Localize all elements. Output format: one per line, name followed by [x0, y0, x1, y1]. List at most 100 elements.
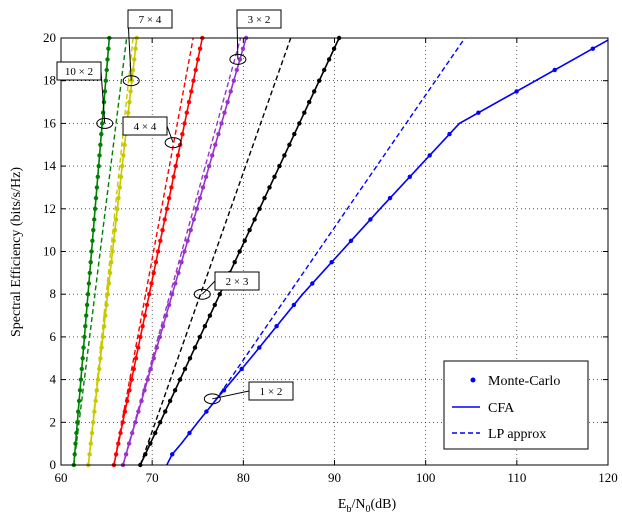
- annotation-label: 1 × 2: [260, 386, 283, 398]
- monte-carlo-point: [368, 217, 373, 222]
- monte-carlo-point: [101, 324, 107, 329]
- monte-carlo-point: [104, 67, 109, 73]
- monte-carlo-point: [217, 292, 222, 297]
- monte-carlo-point: [197, 46, 203, 51]
- monte-carlo-point: [87, 452, 92, 457]
- monte-carlo-point: [133, 420, 138, 425]
- monte-carlo-point: [99, 131, 104, 137]
- monte-carlo-point: [317, 78, 322, 83]
- monte-carlo-point: [292, 131, 297, 137]
- y-tick-label: 2: [50, 414, 57, 429]
- monte-carlo-point: [126, 441, 132, 446]
- monte-carlo-point: [84, 313, 89, 318]
- monte-carlo-point: [120, 420, 125, 425]
- y-tick-label: 8: [50, 286, 57, 301]
- monte-carlo-point: [282, 153, 287, 158]
- monte-carlo-point: [129, 78, 134, 83]
- monte-carlo-point: [287, 142, 292, 147]
- monte-carlo-point: [182, 366, 188, 372]
- axis-ticks: 60 70 80 90 100 110 120 0 2 4 6 8 10 12 14 16 18 20: [43, 30, 618, 485]
- monte-carlo-point: [118, 174, 124, 179]
- monte-carlo-point: [212, 302, 217, 308]
- legend-label-lp-approx: LP approx: [488, 427, 546, 442]
- monte-carlo-point: [109, 260, 114, 265]
- monte-carlo-point: [447, 131, 452, 137]
- monte-carlo-point: [176, 270, 181, 276]
- monte-carlo-point: [326, 57, 332, 62]
- monte-carlo-point: [140, 324, 145, 329]
- monte-carlo-point: [94, 185, 100, 190]
- monte-carlo-point: [252, 217, 257, 222]
- monte-carlo-point: [189, 89, 194, 94]
- annotation-4: 2 × 3: [193, 271, 260, 300]
- monte-carlo-point: [219, 121, 224, 126]
- monte-carlo-point: [232, 260, 237, 265]
- annotation-pointer: [166, 125, 174, 143]
- monte-carlo-point: [104, 302, 109, 308]
- monte-carlo-point: [387, 195, 393, 201]
- monte-carlo-point: [124, 398, 130, 404]
- monte-carlo-point: [173, 163, 178, 169]
- legend-label-cfa: CFA: [488, 401, 515, 416]
- series-5: [166, 37, 609, 466]
- y-tick-label: 20: [43, 30, 56, 45]
- monte-carlo-point: [99, 345, 104, 350]
- monte-carlo-point: [237, 57, 243, 62]
- monte-carlo-point: [242, 238, 247, 243]
- monte-carlo-point: [160, 324, 166, 329]
- annotation-ellipse: [203, 393, 221, 405]
- monte-carlo-point: [175, 153, 181, 158]
- monte-carlo-point: [322, 67, 327, 73]
- monte-carlo-point: [187, 356, 193, 361]
- monte-carlo-point: [120, 163, 125, 169]
- monte-carlo-point: [111, 238, 116, 243]
- monte-carlo-point: [197, 195, 203, 201]
- monte-carlo-point: [234, 67, 239, 73]
- series-1: [86, 35, 139, 468]
- monte-carlo-point: [171, 174, 176, 179]
- monte-carlo-point: [148, 441, 153, 446]
- monte-carlo-point: [127, 99, 132, 105]
- monte-carlo-point: [180, 131, 185, 137]
- monte-carlo-point: [107, 270, 113, 276]
- monte-carlo-point: [130, 67, 136, 73]
- monte-carlo-point: [81, 345, 86, 350]
- x-tick-label: 110: [507, 470, 526, 485]
- monte-carlo-point: [116, 195, 121, 201]
- monte-carlo-point: [115, 206, 120, 211]
- annotation-box: [127, 9, 173, 29]
- cfa-line: [166, 39, 609, 466]
- monte-carlo-point: [89, 430, 95, 436]
- monte-carlo-point: [277, 163, 282, 169]
- monte-carlo-point: [98, 356, 103, 361]
- monte-carlo-point: [221, 388, 227, 393]
- monte-carlo-point: [118, 430, 123, 436]
- lp-line: [122, 37, 242, 466]
- monte-carlo-point: [188, 227, 193, 233]
- monte-carlo-point: [191, 78, 196, 83]
- monte-carlo-point: [151, 356, 156, 361]
- x-tick-label: 60: [55, 470, 68, 485]
- annotation-box: [122, 116, 168, 136]
- monte-carlo-point: [113, 217, 119, 222]
- monte-carlo-point: [110, 249, 115, 254]
- annotation-5: 1 × 2: [203, 381, 294, 405]
- monte-carlo-point: [95, 174, 101, 179]
- monte-carlo-point: [136, 409, 141, 414]
- y-tick-label: 16: [43, 115, 57, 130]
- annotation-1: 7 × 4: [122, 9, 173, 87]
- monte-carlo-point: [191, 217, 196, 222]
- y-axis-label: Spectral Efficiency (bits/s/Hz): [9, 167, 24, 337]
- monte-carlo-point: [126, 110, 131, 115]
- monte-carlo-point: [157, 334, 163, 340]
- x-tick-label: 100: [416, 470, 436, 485]
- monte-carlo-point: [213, 142, 218, 147]
- monte-carlo-point: [117, 185, 123, 190]
- monte-carlo-point: [97, 366, 102, 372]
- monte-carlo-point: [172, 388, 178, 393]
- monte-carlo-point: [195, 57, 201, 62]
- monte-carlo-point: [297, 121, 302, 126]
- monte-carlo-point: [210, 153, 215, 158]
- monte-carlo-point: [144, 302, 150, 308]
- annotation-label: 4 × 4: [134, 121, 157, 133]
